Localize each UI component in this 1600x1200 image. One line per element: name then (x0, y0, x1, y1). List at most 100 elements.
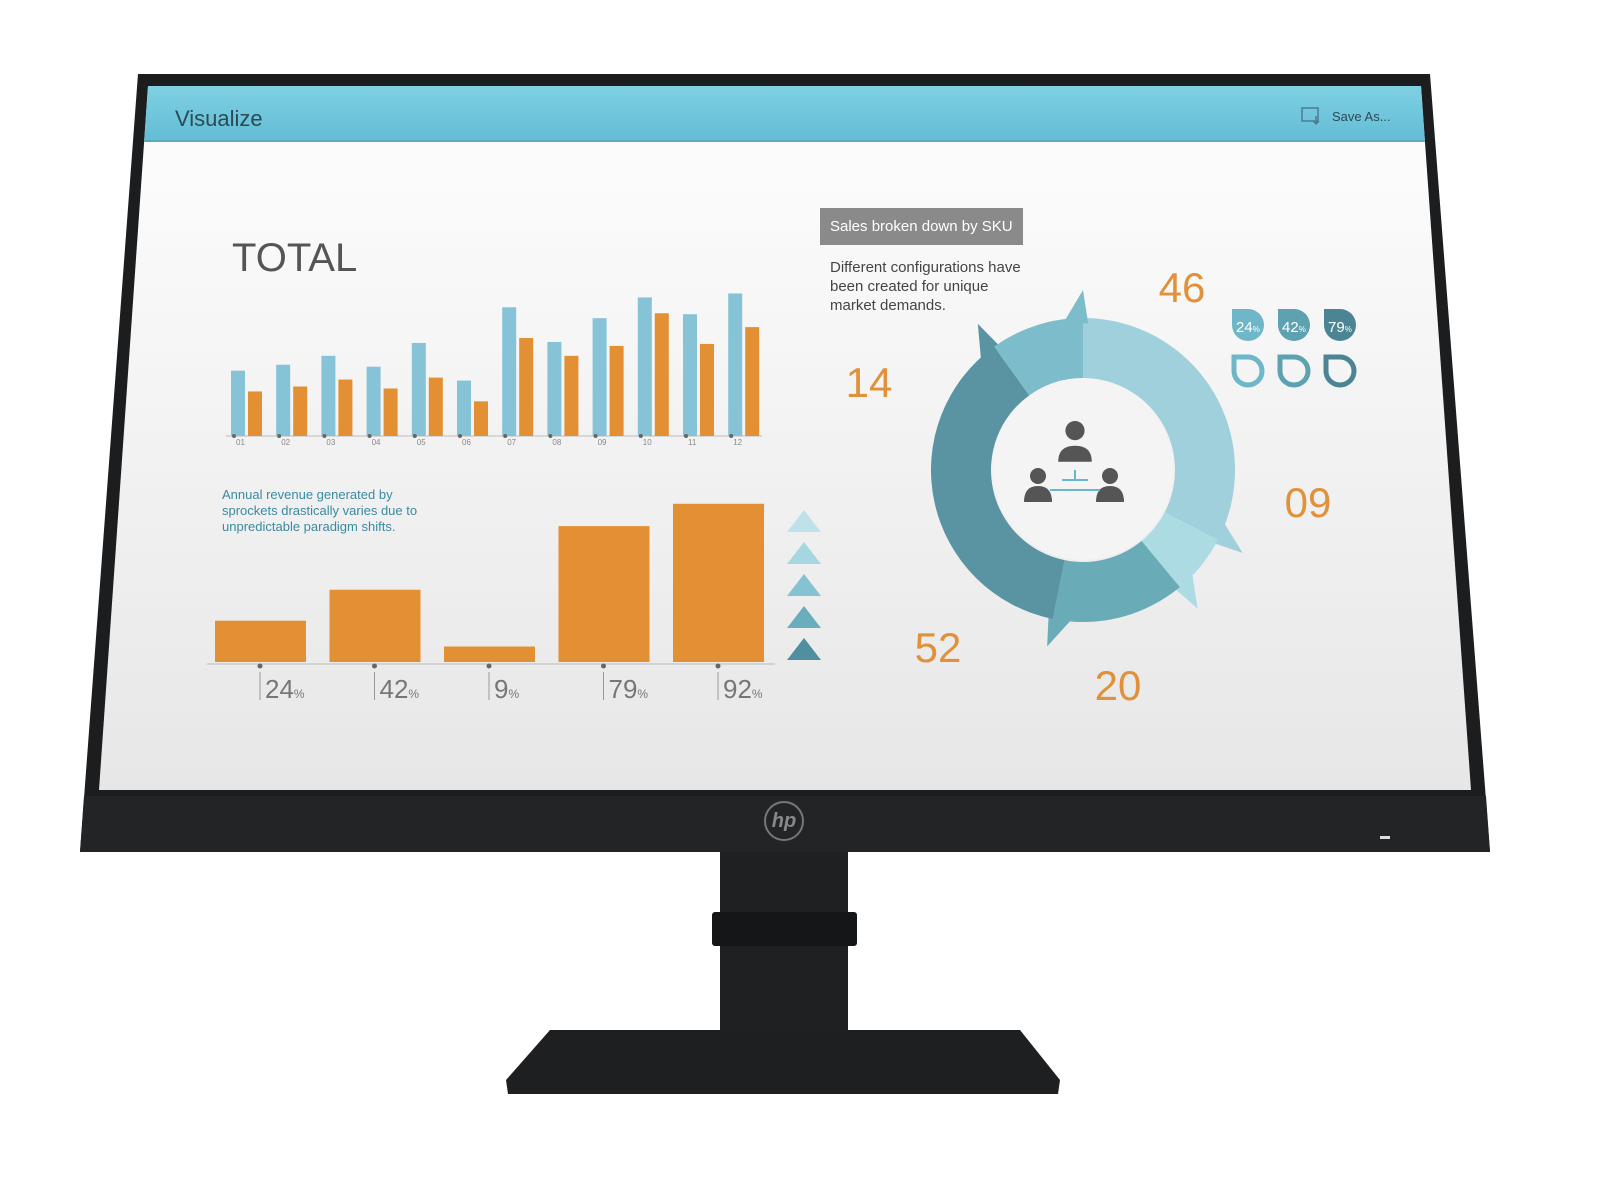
bar (428, 377, 443, 436)
triangle-icon (787, 638, 821, 660)
tick-dot (367, 434, 372, 438)
tick-label: 03 (326, 438, 335, 447)
tick-dot (322, 434, 327, 438)
annotation-line: sprockets drastically varies due to (222, 503, 418, 518)
bar (293, 386, 308, 436)
bar (383, 388, 398, 436)
donut-segment (1141, 512, 1218, 588)
annotation-line: Annual revenue generated by (222, 487, 393, 502)
app-header (100, 86, 1471, 142)
sku-description: Different configurations have been creat… (830, 258, 1021, 315)
person-icon (1096, 486, 1124, 502)
tick-label: 05 (417, 438, 426, 447)
bar (547, 341, 562, 436)
tick-label: 92% (723, 674, 763, 704)
tick-label: 79% (609, 674, 649, 704)
donut-arrow (1211, 518, 1243, 553)
person-icon (1102, 468, 1118, 484)
monitor-stand-neck (720, 852, 848, 1042)
bar (321, 355, 336, 436)
tick-dot (593, 434, 598, 438)
bar (474, 401, 488, 436)
person-icon (1058, 445, 1092, 462)
tick-dot (601, 663, 606, 669)
bar (444, 646, 535, 662)
sku-label: Sales broken down by SKU (820, 208, 1023, 245)
donut-arrow (1172, 569, 1198, 609)
donut-label: 20 (1095, 662, 1142, 709)
triangle-icon (787, 542, 821, 564)
bar (411, 342, 426, 436)
tick-dot (458, 434, 462, 438)
tick-dot (684, 434, 688, 438)
drop-ring (1323, 354, 1357, 388)
drop-badge (1232, 309, 1264, 341)
hp-logo: hp (764, 801, 804, 841)
bar (728, 293, 743, 436)
bar (683, 314, 697, 436)
revenue-annotation: Annual revenue generated by sprockets dr… (222, 487, 417, 535)
triangle-icon (787, 606, 821, 628)
triangle-icon (787, 510, 821, 532)
donut-segment (1052, 540, 1180, 622)
bar (700, 343, 714, 436)
desc-line: Different configurations have (830, 259, 1021, 276)
tick-label: 12 (733, 438, 742, 447)
annotation-line: unpredictable paradigm shifts. (222, 519, 396, 534)
donut-arrow (1047, 612, 1075, 647)
donut-arrow (1062, 290, 1089, 325)
donut-label: 46 (1159, 264, 1206, 311)
bar (231, 370, 245, 436)
bar (519, 337, 534, 436)
tick-label: 10 (643, 438, 652, 447)
bar (673, 503, 764, 662)
donut-segment (994, 318, 1083, 396)
drop-ring (1277, 354, 1311, 388)
tick-dot (257, 663, 263, 669)
donut-center (993, 380, 1173, 560)
tick-label: 06 (462, 438, 471, 447)
bar (609, 345, 624, 436)
drop-ring (1231, 354, 1265, 388)
donut-segment (931, 346, 1065, 619)
person-icon (1065, 421, 1085, 441)
tick-label: 11 (688, 438, 697, 447)
bar (276, 364, 291, 436)
monitor-stand-collar (712, 912, 857, 946)
bar (329, 589, 421, 662)
tick-dot (232, 434, 236, 438)
bar (502, 307, 517, 436)
bar (215, 620, 306, 662)
bar (592, 318, 607, 436)
desc-line: been created for unique (830, 278, 989, 295)
save-as-button[interactable]: Save As... (1300, 106, 1391, 126)
tick-label: 01 (236, 438, 245, 447)
tick-label: 09 (598, 438, 607, 447)
tick-label: 04 (372, 438, 381, 447)
total-heading: TOTAL (232, 236, 358, 280)
tick-dot (412, 434, 417, 438)
tick-label: 42% (380, 674, 420, 704)
donut-arrow (977, 323, 1002, 364)
donut-segment (1083, 318, 1235, 541)
tick-dot (372, 663, 377, 669)
donut-label: 14 (846, 359, 893, 406)
hierarchy-connector (1050, 470, 1100, 491)
bar (558, 526, 650, 662)
power-led (1380, 836, 1390, 839)
bar (248, 391, 262, 436)
tick-label: 02 (281, 438, 290, 447)
desc-line: market demands. (830, 297, 946, 314)
person-icon (1024, 486, 1052, 502)
tick-dot (548, 434, 553, 438)
tick-label: 07 (507, 438, 516, 447)
triangle-icon (787, 574, 821, 596)
bar (366, 366, 381, 436)
drop-badge (1324, 309, 1356, 341)
person-icon (1030, 468, 1046, 484)
tick-dot (486, 663, 492, 669)
donut-label: 52 (915, 624, 962, 671)
